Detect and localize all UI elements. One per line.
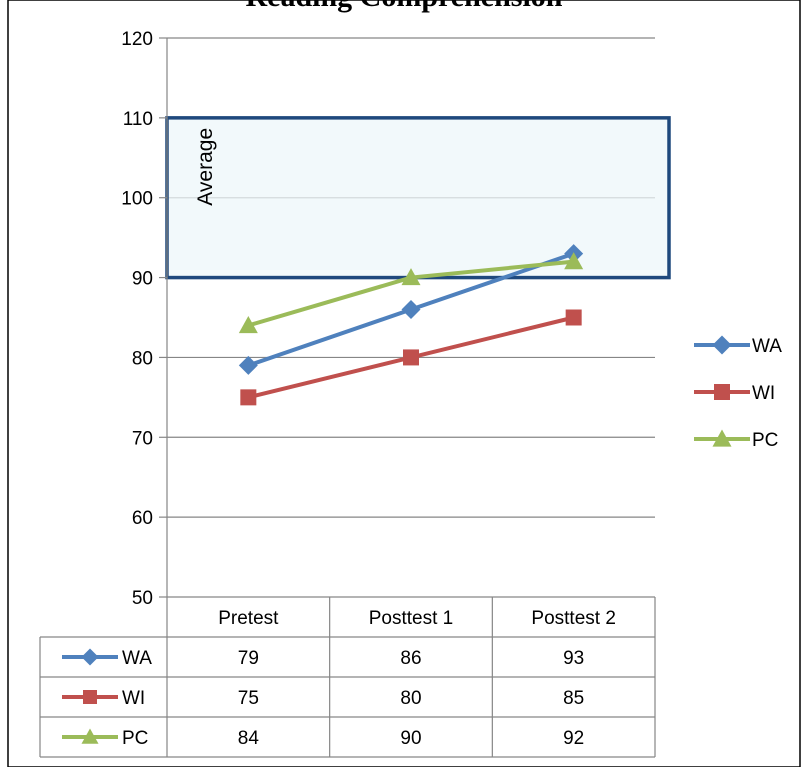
y-tick-label: 90 [132, 269, 153, 290]
average-band: Average [167, 118, 669, 278]
average-band-label: Average [194, 128, 217, 206]
category-label: Posttest 1 [369, 608, 454, 629]
table-series-name: WA [122, 648, 152, 669]
table-value: 79 [238, 648, 259, 669]
table-value: 90 [400, 728, 421, 749]
table-value: 85 [563, 688, 584, 709]
category-label: Pretest [218, 608, 279, 629]
y-tick-label: 110 [123, 109, 153, 130]
table-value: 93 [563, 648, 584, 669]
y-tick-label: 80 [132, 348, 153, 369]
data-point-wi [403, 349, 419, 365]
category-label: Posttest 2 [531, 608, 616, 629]
table-series-name: WI [122, 688, 145, 709]
table-series-name: PC [122, 728, 148, 749]
table-value: 84 [238, 728, 260, 749]
y-tick-label: 120 [121, 29, 153, 50]
average-band-rect [167, 118, 669, 278]
table-value: 80 [400, 688, 421, 709]
y-tick-label: 60 [132, 508, 153, 529]
legend-label: WA [752, 336, 782, 357]
y-tick-label: 50 [132, 588, 153, 609]
table-value: 92 [563, 728, 584, 749]
data-point-wi [240, 389, 256, 405]
legend-label: WI [752, 383, 775, 404]
table-legend-marker-wi [83, 690, 97, 704]
y-tick-label: 70 [132, 428, 153, 449]
legend-label: PC [752, 430, 778, 451]
data-point-wi [566, 310, 582, 326]
chart-title: Reading Comprehension [246, 0, 563, 13]
legend-marker-wi [714, 384, 730, 400]
table-value: 86 [400, 648, 421, 669]
table-value: 75 [238, 688, 259, 709]
y-tick-label: 100 [121, 189, 153, 210]
